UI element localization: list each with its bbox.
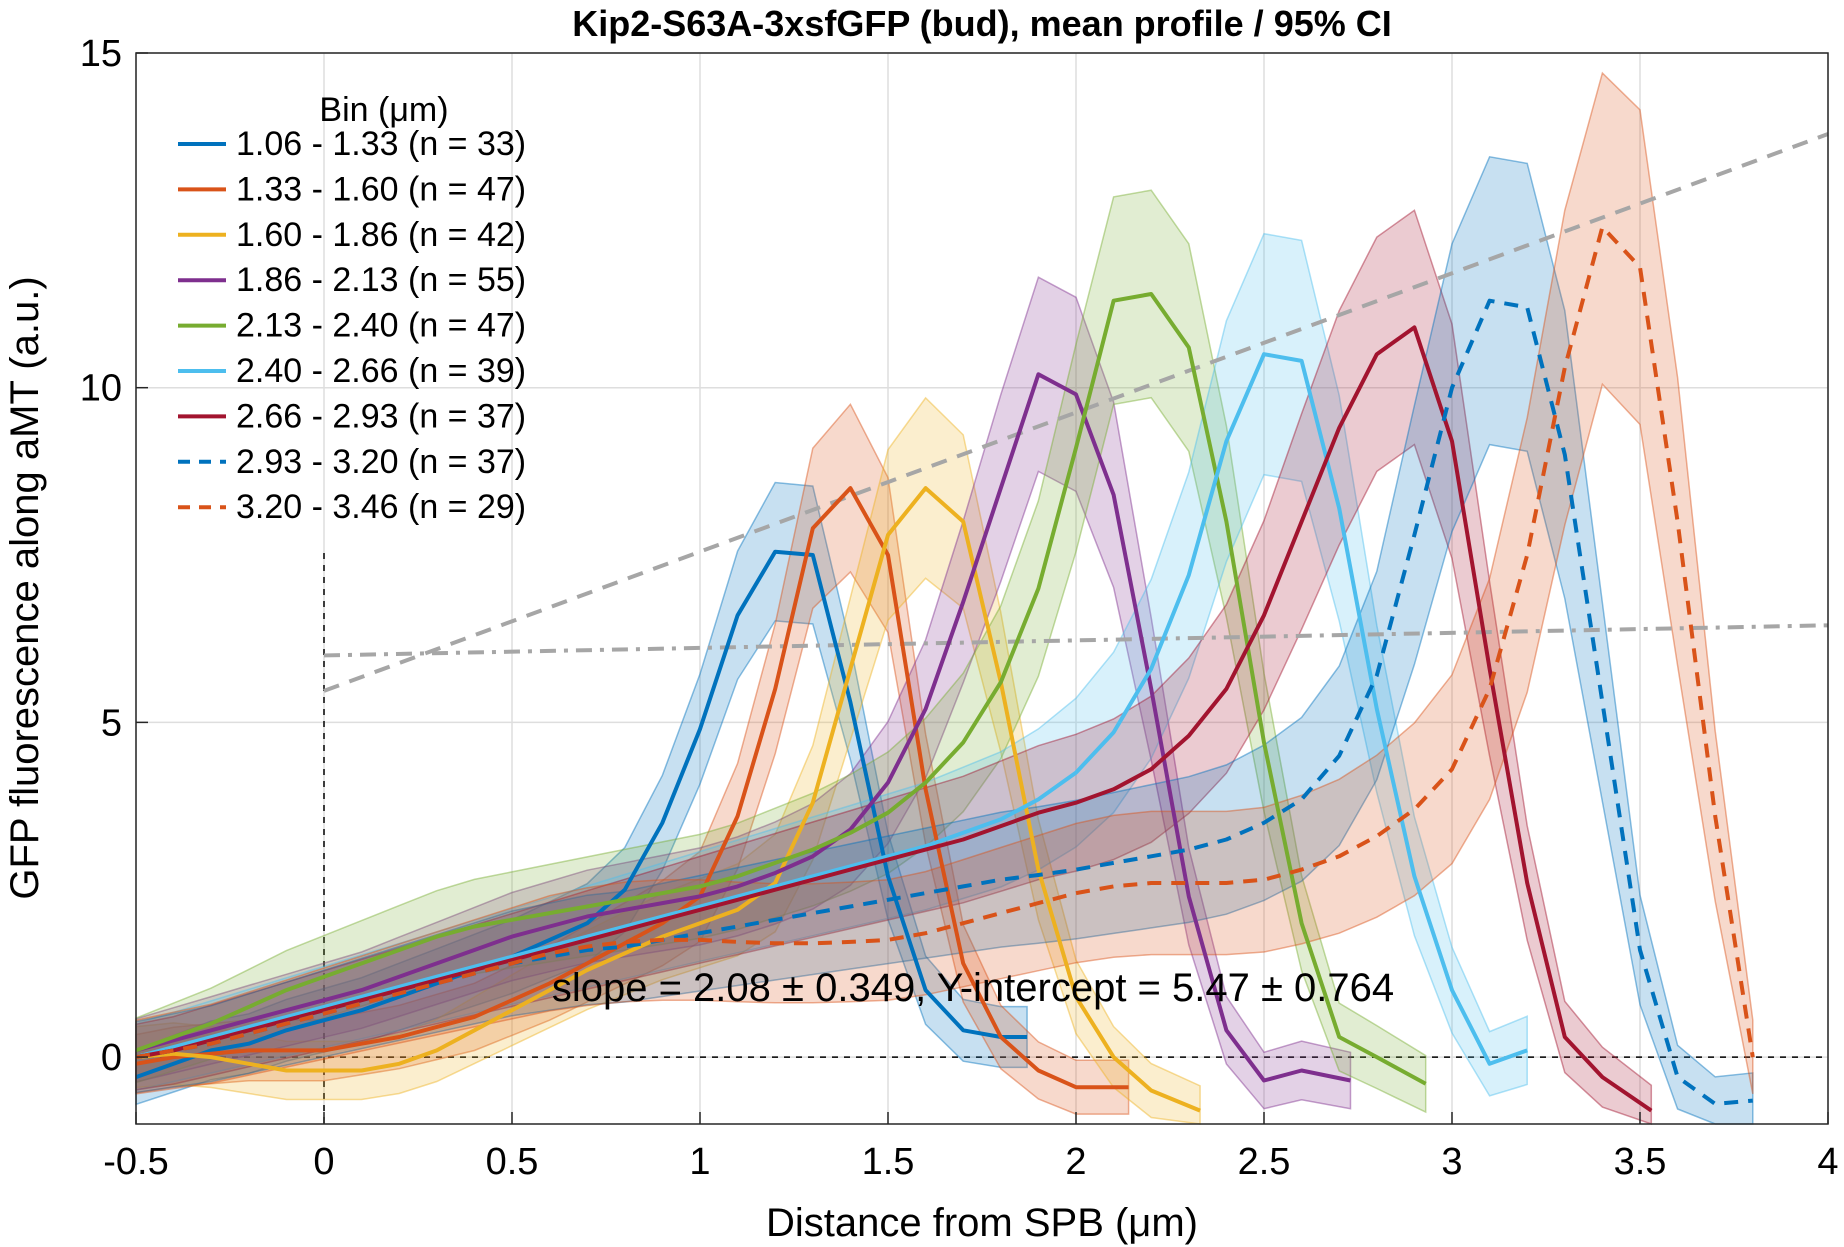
dashed-fit-line	[323, 132, 1829, 693]
legend-title: Bin (μm)	[319, 91, 448, 129]
x-tick-label: 0.5	[486, 1141, 539, 1183]
axis-ticks: -0.5 0 0.5 1 1.5 2 2.5 3 3.5 4 0 5 10 15	[80, 33, 1839, 1183]
series-line-5	[135, 292, 1427, 1086]
chart-title: Kip2-S63A-3xsfGFP (bud), mean profile / …	[572, 3, 1392, 44]
x-tick-label: 1.5	[862, 1141, 915, 1183]
legend-entry-label: 1.86 - 2.13 (n = 55)	[236, 261, 526, 299]
ci-band-6	[135, 232, 1528, 1097]
legend: Bin (μm) 1.06 - 1.33 (n = 33) 1.33 - 1.60…	[178, 91, 526, 526]
legend-entry-label: 2.13 - 2.40 (n = 47)	[236, 307, 526, 345]
legend-entries: 1.06 - 1.33 (n = 33) 1.33 - 1.60 (n = 47)…	[178, 125, 526, 526]
y-tick-label: 0	[101, 1037, 122, 1079]
legend-entry-label: 1.60 - 1.86 (n = 42)	[236, 216, 526, 254]
series-line-1	[135, 549, 1028, 1079]
mean-profile-lines	[135, 225, 1755, 1113]
x-tick-label: 2	[1065, 1141, 1086, 1183]
ci-band-2	[135, 402, 1130, 1115]
series-line-9	[135, 225, 1755, 1060]
series-line-4	[135, 372, 1351, 1083]
legend-entry-label: 2.40 - 2.66 (n = 39)	[236, 352, 526, 390]
ci-band-5	[135, 189, 1427, 1114]
series-line-6	[135, 352, 1528, 1066]
legend-entry-label: 1.06 - 1.33 (n = 33)	[236, 125, 526, 163]
ci-band-9	[135, 71, 1754, 1095]
series-line-7	[135, 325, 1653, 1113]
x-tick-label: 1	[689, 1141, 710, 1183]
x-tick-label: 0	[313, 1141, 334, 1183]
y-axis-label: GFP fluorescence along aMT (a.u.)	[3, 276, 47, 899]
legend-entry-label: 1.33 - 1.60 (n = 47)	[236, 170, 526, 208]
y-tick-label: 15	[80, 33, 122, 75]
legend-entry-label: 2.93 - 3.20 (n = 37)	[236, 443, 526, 481]
fit-lines	[323, 132, 1829, 693]
fit-annotation: slope = 2.08 ± 0.349, Y-intercept = 5.47…	[552, 966, 1394, 1010]
x-tick-label: 3	[1441, 1141, 1462, 1183]
x-axis-label: Distance from SPB (μm)	[766, 1201, 1198, 1245]
legend-entry-label: 2.66 - 2.93 (n = 37)	[236, 397, 526, 435]
plot-frame	[135, 52, 1829, 1125]
x-tick-label: 2.5	[1238, 1141, 1291, 1183]
series-line-2	[135, 486, 1129, 1090]
x-tick-label: 3.5	[1614, 1141, 1667, 1183]
legend-entry-label: 3.20 - 3.46 (n = 29)	[236, 488, 526, 526]
ci-band-1	[135, 481, 1028, 1106]
x-tick-label: 4	[1817, 1141, 1838, 1183]
series-line-3	[135, 486, 1201, 1113]
x-tick-label: -0.5	[103, 1141, 168, 1183]
y-tick-label: 5	[101, 702, 122, 744]
y-tick-label: 10	[80, 368, 122, 410]
